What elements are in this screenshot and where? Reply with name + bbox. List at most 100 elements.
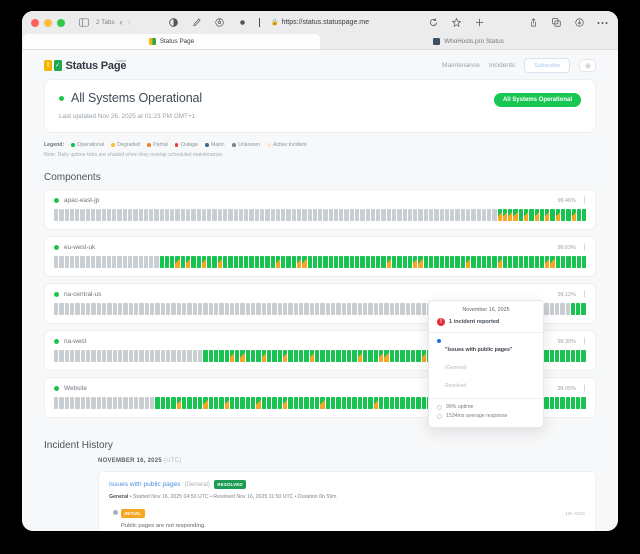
uptime-tick[interactable]	[75, 350, 80, 362]
uptime-tick[interactable]	[272, 350, 277, 362]
uptime-tick[interactable]	[175, 256, 180, 268]
uptime-tick[interactable]	[428, 209, 434, 221]
uptime-tick[interactable]	[307, 256, 312, 268]
uptime-tick[interactable]	[107, 397, 112, 409]
uptime-tick[interactable]	[281, 209, 286, 221]
uptime-tick[interactable]	[259, 256, 265, 268]
uptime-tick[interactable]	[365, 209, 370, 221]
uptime-tick[interactable]	[460, 209, 465, 221]
uptime-tick[interactable]	[302, 209, 307, 221]
uptime-tick[interactable]	[101, 256, 106, 268]
uptime-tick[interactable]	[299, 350, 304, 362]
uptime-tick[interactable]	[286, 209, 291, 221]
uptime-tick[interactable]	[549, 303, 554, 315]
uptime-tick[interactable]	[355, 209, 360, 221]
uptime-tick[interactable]	[267, 303, 272, 315]
uptime-tick[interactable]	[208, 350, 213, 362]
uptime-tick[interactable]	[59, 303, 64, 315]
uptime-tick[interactable]	[492, 256, 497, 268]
uptime-tick[interactable]	[90, 209, 96, 221]
uptime-tick[interactable]	[155, 350, 160, 362]
uptime-tick[interactable]	[54, 397, 59, 409]
uptime-tick[interactable]	[90, 256, 96, 268]
uptime-tick[interactable]	[144, 303, 149, 315]
uptime-tick[interactable]	[471, 209, 476, 221]
uptime-tick[interactable]	[339, 256, 344, 268]
uptime-tick[interactable]	[117, 256, 122, 268]
minimize-window-button[interactable]	[44, 18, 52, 27]
uptime-tick[interactable]	[566, 209, 571, 221]
uptime-tick[interactable]	[69, 303, 75, 315]
uptime-tick[interactable]	[117, 397, 123, 409]
uptime-tick[interactable]	[149, 303, 155, 315]
uptime-tick[interactable]	[386, 256, 391, 268]
uptime-tick[interactable]	[96, 303, 101, 315]
uptime-tick[interactable]	[112, 303, 117, 315]
uptime-tick[interactable]	[315, 303, 320, 315]
uptime-tick[interactable]	[565, 303, 570, 315]
uptime-tick[interactable]	[69, 209, 75, 221]
uptime-tick[interactable]	[368, 397, 373, 409]
reader-mode-icon[interactable]	[167, 16, 181, 30]
uptime-tick[interactable]	[64, 256, 69, 268]
uptime-tick[interactable]	[277, 397, 283, 409]
page-settings-icon[interactable]	[236, 16, 250, 30]
expand-icon[interactable]: ⎮	[582, 292, 586, 298]
uptime-tick[interactable]	[64, 397, 69, 409]
uptime-tick[interactable]	[331, 303, 336, 315]
uptime-tick[interactable]	[54, 350, 59, 362]
uptime-tick[interactable]	[240, 303, 245, 315]
uptime-tick[interactable]	[101, 209, 106, 221]
uptime-tick[interactable]	[256, 303, 261, 315]
uptime-tick[interactable]	[379, 303, 384, 315]
uptime-tick[interactable]	[368, 350, 373, 362]
uptime-tick[interactable]	[54, 256, 59, 268]
uptime-tick[interactable]	[75, 256, 80, 268]
uptime-tick[interactable]	[304, 303, 309, 315]
uptime-tick[interactable]	[347, 350, 352, 362]
tab-whohosts-status[interactable]: WhoHosts.pro Status	[320, 34, 617, 49]
uptime-tick[interactable]	[138, 256, 143, 268]
uptime-tick[interactable]	[381, 209, 386, 221]
uptime-tick[interactable]	[133, 303, 139, 315]
uptime-tick[interactable]	[112, 209, 117, 221]
uptime-tick[interactable]	[389, 350, 394, 362]
uptime-tick[interactable]	[106, 209, 112, 221]
uptime-tick[interactable]	[127, 256, 133, 268]
uptime-tick[interactable]	[309, 397, 315, 409]
uptime-tick[interactable]	[240, 350, 245, 362]
uptime-tick[interactable]	[219, 350, 224, 362]
uptime-tick[interactable]	[101, 350, 107, 362]
uptime-tick[interactable]	[416, 350, 421, 362]
uptime-tick[interactable]	[249, 209, 254, 221]
uptime-tick[interactable]	[439, 256, 444, 268]
uptime-tick[interactable]	[187, 397, 192, 409]
uptime-tick[interactable]	[288, 303, 293, 315]
uptime-tick[interactable]	[203, 350, 208, 362]
uptime-tick[interactable]	[144, 397, 149, 409]
uptime-tick[interactable]	[107, 303, 112, 315]
uptime-tick[interactable]	[224, 350, 229, 362]
uptime-tick[interactable]	[502, 256, 508, 268]
uptime-tick[interactable]	[291, 209, 296, 221]
expand-icon[interactable]: ⎮	[582, 386, 586, 392]
uptime-tick[interactable]	[207, 256, 212, 268]
gear-icon[interactable]	[579, 59, 596, 72]
subscribe-button[interactable]: Subscribe	[524, 58, 570, 73]
uptime-tick[interactable]	[328, 209, 333, 221]
uptime-tick[interactable]	[75, 303, 80, 315]
uptime-tick[interactable]	[481, 209, 487, 221]
uptime-tick[interactable]	[400, 303, 405, 315]
uptime-tick[interactable]	[261, 303, 267, 315]
uptime-tick[interactable]	[224, 303, 229, 315]
uptime-tick[interactable]	[203, 303, 208, 315]
extensions-icon[interactable]	[213, 16, 227, 30]
uptime-tick[interactable]	[107, 350, 112, 362]
uptime-tick[interactable]	[349, 256, 355, 268]
uptime-tick[interactable]	[566, 256, 571, 268]
expand-icon[interactable]: ⎮	[582, 198, 586, 204]
uptime-tick[interactable]	[413, 256, 418, 268]
uptime-tick[interactable]	[249, 256, 254, 268]
uptime-tick[interactable]	[410, 397, 416, 409]
uptime-tick[interactable]	[524, 256, 529, 268]
